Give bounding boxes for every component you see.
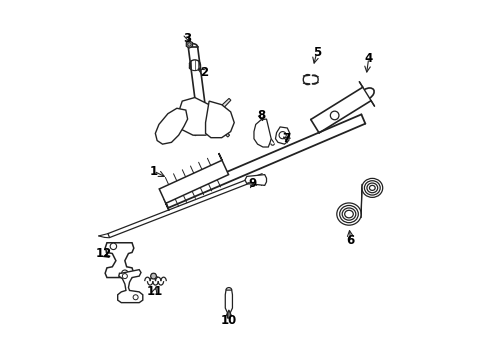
Polygon shape bbox=[195, 102, 213, 120]
Polygon shape bbox=[209, 117, 230, 137]
Polygon shape bbox=[205, 101, 234, 138]
Text: 4: 4 bbox=[365, 51, 373, 64]
Text: 5: 5 bbox=[313, 46, 321, 59]
Circle shape bbox=[151, 273, 156, 279]
Text: 1: 1 bbox=[149, 165, 158, 177]
Polygon shape bbox=[245, 175, 267, 185]
Polygon shape bbox=[186, 41, 193, 48]
Circle shape bbox=[203, 111, 219, 126]
Text: 6: 6 bbox=[346, 234, 355, 247]
Circle shape bbox=[188, 42, 191, 46]
Text: 12: 12 bbox=[95, 247, 111, 260]
Circle shape bbox=[110, 243, 117, 249]
Circle shape bbox=[279, 132, 286, 139]
Text: 9: 9 bbox=[248, 177, 256, 190]
Polygon shape bbox=[155, 108, 188, 144]
Circle shape bbox=[133, 295, 138, 300]
Circle shape bbox=[330, 111, 339, 120]
Polygon shape bbox=[105, 243, 134, 278]
Text: 8: 8 bbox=[257, 109, 265, 122]
Polygon shape bbox=[225, 290, 232, 318]
Polygon shape bbox=[254, 119, 271, 147]
Polygon shape bbox=[194, 117, 213, 136]
Polygon shape bbox=[118, 270, 143, 303]
Text: 7: 7 bbox=[282, 132, 290, 145]
Circle shape bbox=[122, 270, 128, 276]
Circle shape bbox=[207, 115, 215, 122]
Text: 10: 10 bbox=[220, 314, 237, 327]
Polygon shape bbox=[209, 98, 231, 120]
Text: 11: 11 bbox=[147, 285, 163, 298]
Circle shape bbox=[122, 274, 127, 279]
Polygon shape bbox=[275, 127, 290, 144]
Text: 2: 2 bbox=[200, 66, 208, 79]
Polygon shape bbox=[159, 153, 228, 211]
Text: 3: 3 bbox=[184, 32, 192, 45]
Polygon shape bbox=[177, 98, 220, 135]
